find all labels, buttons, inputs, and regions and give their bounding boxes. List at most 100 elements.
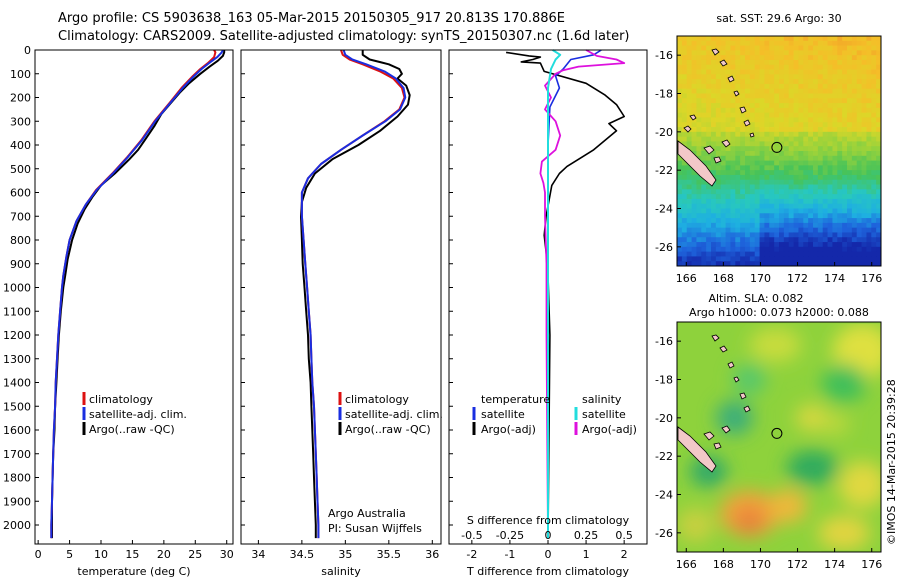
sst-cell <box>749 179 756 185</box>
sst-cell <box>730 103 736 109</box>
sst-cell <box>827 107 833 114</box>
sst-cell <box>749 45 756 51</box>
sst-cell <box>735 88 741 94</box>
sst-cell <box>851 208 858 214</box>
sst-cell <box>798 59 804 66</box>
sst-cell <box>735 127 741 133</box>
sst-cell <box>681 74 688 80</box>
sst-map-frame <box>676 35 882 267</box>
sst-cell <box>720 160 726 166</box>
sst-cell <box>701 45 707 51</box>
sst-cell <box>759 213 765 219</box>
sst-cell <box>701 93 707 99</box>
sst-cell <box>706 189 712 195</box>
sst-cell <box>749 141 756 147</box>
sst-cell <box>837 64 843 70</box>
sst-cell <box>681 59 688 66</box>
sst-cell <box>817 203 824 209</box>
sst-cell <box>866 117 872 123</box>
sst-cell <box>701 122 707 128</box>
sst-cell <box>803 112 809 118</box>
salinity-line-satellite <box>300 49 407 539</box>
sst-cell <box>769 261 775 266</box>
sst-cell <box>847 227 853 233</box>
temperature-series <box>50 49 226 539</box>
sst-cell <box>715 136 722 142</box>
sst-cell <box>774 237 780 243</box>
sst-cell <box>827 136 833 142</box>
sst-cell <box>779 213 785 219</box>
sst-cell <box>847 69 853 75</box>
sst-cell <box>832 213 838 219</box>
sst-cell <box>866 198 872 205</box>
sst-cell <box>706 59 712 66</box>
sst-cell <box>783 88 790 94</box>
sst-cell <box>808 55 814 61</box>
sst-cell <box>871 98 877 104</box>
sst-cell <box>725 170 731 176</box>
sst-cell <box>754 165 760 171</box>
sst-cell <box>715 232 722 238</box>
sst-cell <box>851 103 858 109</box>
sst-cell <box>813 242 819 248</box>
sst-cell <box>871 218 877 224</box>
sst-cell <box>735 40 741 46</box>
sst-cell <box>866 194 872 200</box>
sst-cell <box>720 55 726 61</box>
sst-cell <box>764 237 770 243</box>
sst-cell <box>779 256 785 262</box>
sst-cell <box>769 160 775 166</box>
sst-cell <box>759 179 765 185</box>
sst-cell <box>745 151 751 157</box>
sst-cell <box>749 208 756 214</box>
sst-cell <box>725 256 731 262</box>
sst-cell <box>715 174 722 181</box>
sst-cell <box>764 83 770 90</box>
temperature-difference-tick-label: 1 <box>583 548 590 561</box>
sst-cell <box>798 208 804 214</box>
sst-cell <box>832 83 838 90</box>
sst-cell <box>876 36 881 42</box>
sst-cell <box>686 242 692 248</box>
sst-cell <box>798 79 804 85</box>
sst-cell <box>832 141 838 147</box>
sst-cell <box>827 127 833 133</box>
sst-cell <box>754 232 760 238</box>
sst-cell <box>813 59 819 66</box>
sst-cell <box>740 98 746 104</box>
sst-cell <box>740 55 746 61</box>
longitude-tick-label: 170 <box>750 558 771 571</box>
island <box>689 114 697 121</box>
sst-cell <box>769 36 775 42</box>
sst-cell <box>745 59 751 66</box>
sst-cell <box>711 45 717 51</box>
sst-cell <box>822 40 828 46</box>
sst-cell <box>740 69 746 75</box>
island <box>719 345 728 353</box>
sst-cell <box>861 232 867 238</box>
sst-cell <box>779 179 785 185</box>
sst-cell <box>861 93 867 99</box>
sst-cell <box>847 45 853 51</box>
sst-cell <box>861 218 867 224</box>
sst-cell <box>725 198 731 205</box>
sst-cell <box>754 160 760 166</box>
sst-cell <box>749 50 756 56</box>
sst-cell <box>691 40 697 46</box>
sst-cell <box>798 131 804 138</box>
sst-cell <box>706 79 712 85</box>
sst-cell <box>691 69 697 75</box>
sst-cell <box>740 117 746 123</box>
sst-cell <box>754 237 760 243</box>
sst-cell <box>837 227 843 233</box>
sst-cell <box>769 79 775 85</box>
sst-cell <box>822 160 828 166</box>
sst-cell <box>740 222 746 229</box>
sst-cell <box>832 218 838 224</box>
sst-cell <box>706 246 712 253</box>
sst-cell <box>813 160 819 166</box>
sst-cell <box>720 198 726 205</box>
sst-cell <box>711 151 717 157</box>
sst-cell <box>827 194 833 200</box>
sst-cell <box>701 127 707 133</box>
